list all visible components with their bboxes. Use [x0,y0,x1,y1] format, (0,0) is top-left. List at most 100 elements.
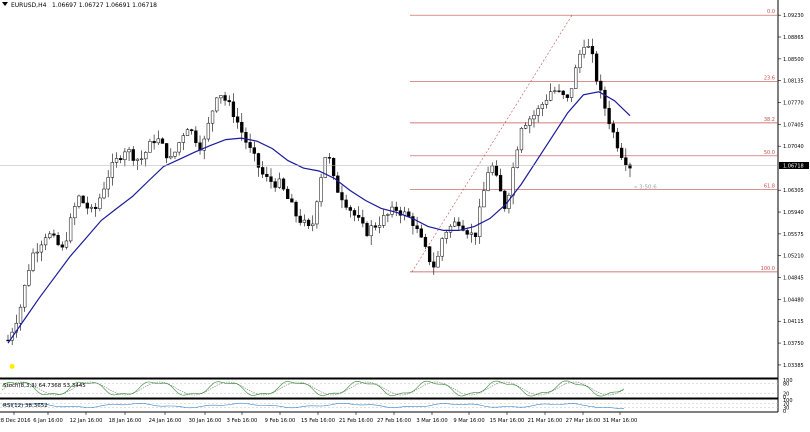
svg-text:12 Jan 16:00: 12 Jan 16:00 [70,418,103,424]
candle [540,102,544,117]
candle [453,217,457,228]
candle [273,178,277,192]
candle [294,200,298,223]
candle [231,93,236,124]
candle [561,89,565,100]
candle [586,38,590,49]
svg-text:3 Feb 16:00: 3 Feb 16:00 [227,418,258,424]
time-tick: 9 Feb 16:00 [265,412,296,424]
fibonacci-retracement[interactable]: 0.0 23.6 38.2 50.0 61.8 100.0 » 3:50.6 [410,9,778,273]
time-axis[interactable]: 28 Dec 2016 6 Jan 16:00 12 Jan 16:00 18 Jan… [0,412,637,424]
candle [173,151,177,159]
candle [357,206,361,222]
candle [331,157,336,180]
candle [582,39,586,59]
candle [131,146,135,167]
chart-header: EURUSD,H4 1.06697 1.06727 1.06691 1.0671… [2,2,157,9]
candle [361,209,365,228]
dropdown-arrow-icon[interactable] [2,2,8,6]
fib-level[interactable]: 23.6 [410,76,778,82]
time-tick: 9 Mar 16:00 [453,412,485,424]
fib-trendline [411,15,573,273]
candle [202,135,206,160]
ma-line [7,91,631,344]
svg-text:1.08865: 1.08865 [783,35,804,41]
price-axis[interactable]: 1.09230 1.08865 1.08500 1.08135 1.07770 1.074… [0,13,809,369]
candle [607,100,611,130]
candle [64,232,69,250]
candle [569,88,574,102]
svg-text:31 Mar 16:00: 31 Mar 16:00 [603,418,638,424]
candle [181,132,185,151]
candle [235,108,240,129]
svg-text:1.08135: 1.08135 [783,79,804,85]
stoch-tick: 100 [783,378,793,384]
candle [164,143,169,164]
candle [269,168,273,189]
candle [43,233,48,251]
price-tick: 1.04845 [778,276,804,282]
svg-text:1.09230: 1.09230 [783,13,804,19]
candle [494,160,499,177]
time-tick: 15 Mar 16:00 [490,412,525,424]
candle [415,216,419,234]
candle [281,177,286,192]
time-tick: 24 Jan 16:00 [149,412,181,424]
svg-text:1.06305: 1.06305 [783,188,804,194]
candle [127,146,131,162]
moving-average-line [7,91,631,344]
candle [135,158,140,171]
candle [85,196,89,215]
candle [248,133,252,153]
fib-level[interactable]: 0.0 [410,9,778,16]
candle [440,237,444,261]
svg-text:1.07040: 1.07040 [783,144,804,150]
candle [286,186,290,200]
time-tick: 21 Feb 16:00 [339,412,373,424]
candle [252,141,256,162]
rsi-tick: 30 [783,406,789,412]
candle [144,151,148,167]
candle [473,232,478,245]
svg-text:9 Mar 16:00: 9 Mar 16:00 [453,418,484,424]
fib-level[interactable]: 100.0 [410,266,778,273]
time-tick: 15 Feb 16:00 [301,412,335,424]
ohlc-values: 1.06697 1.06727 1.06691 1.06718 [52,2,157,9]
candle [123,148,127,167]
candle [624,148,628,171]
candle [503,189,507,212]
svg-text:1.05575: 1.05575 [783,232,804,238]
candle [620,143,624,160]
candlesticks [6,38,632,369]
rsi-label: RSI(12) 38.3652 [3,403,48,409]
candle [23,284,27,312]
fib-level[interactable]: 61.8 [410,183,778,190]
candle [14,314,18,338]
candle [411,212,415,235]
candle [160,137,165,144]
candle [369,220,373,246]
candle [302,214,307,227]
time-tick: 3 Feb 16:00 [227,412,258,424]
rsi-pane [0,398,778,413]
current-price-label: 1.06718 [0,161,809,169]
candle [139,150,144,165]
candle [549,83,553,102]
candle [73,202,77,226]
candle [306,218,311,230]
fib-level[interactable]: 38.2 [410,117,778,124]
candle [311,215,315,232]
candle [152,134,156,150]
fib-level[interactable]: 50.0 [410,150,778,157]
svg-text:15 Mar 16:00: 15 Mar 16:00 [490,418,525,424]
svg-text:9 Feb 16:00: 9 Feb 16:00 [265,418,296,424]
svg-text:21 Feb 16:00: 21 Feb 16:00 [339,418,373,424]
candle [277,172,281,189]
candle [386,213,390,223]
candle [528,115,532,134]
candle [106,170,110,198]
fib-level-label: 0.0 [767,9,775,15]
svg-text:1.07770: 1.07770 [783,101,804,107]
